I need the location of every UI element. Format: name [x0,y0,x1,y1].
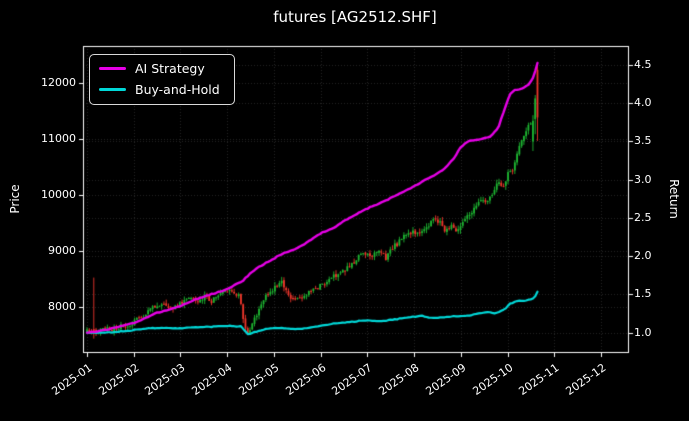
buy-and-hold-line-swatch [99,88,126,91]
legend-label-ai-strategy: AI Strategy [135,61,205,76]
return-tick-label: 2.0 [634,249,652,263]
return-tick-label: 1.0 [634,325,652,339]
legend-item-buy-and-hold: Buy-and-Hold [99,82,220,97]
legend-item-ai-strategy: AI Strategy [99,61,220,76]
price-tick-label: 11000 [41,131,76,145]
legend-label-buy-and-hold: Buy-and-Hold [135,82,220,97]
chart-title: futures [AG2512.SHF] [273,8,437,26]
ai-strategy-line-swatch [99,67,126,70]
return-tick-label: 4.0 [634,96,652,110]
return-tick-label: 3.5 [634,134,652,148]
price-tick-label: 12000 [41,75,76,89]
return-axis-label: Return [667,179,681,219]
price-axis-label: Price [8,184,22,214]
return-tick-label: 1.5 [634,287,652,301]
return-tick-label: 3.0 [634,172,652,186]
price-tick-label: 9000 [48,243,76,257]
legend: AI Strategy Buy-and-Hold [89,54,235,105]
price-tick-label: 8000 [48,299,76,313]
return-tick-label: 4.5 [634,57,652,71]
return-tick-label: 2.5 [634,210,652,224]
price-tick-label: 10000 [41,187,76,201]
